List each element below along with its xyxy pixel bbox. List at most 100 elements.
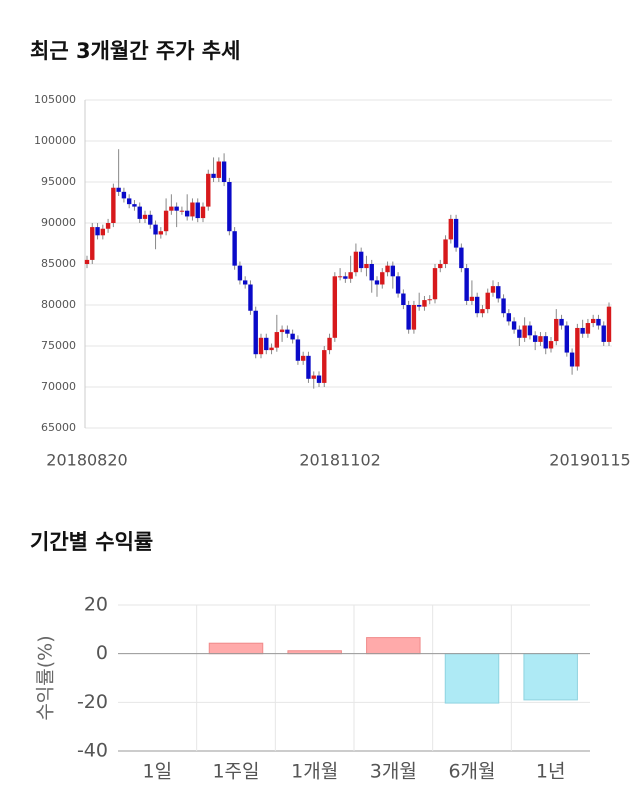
candle-body xyxy=(432,268,438,300)
candle-body xyxy=(401,293,406,305)
candle-body xyxy=(332,276,338,338)
candle-body xyxy=(575,327,580,367)
candle-body xyxy=(95,227,100,236)
candle-body xyxy=(585,323,591,334)
candle-body xyxy=(427,299,432,301)
x-tick-label: 3개월 xyxy=(370,761,417,783)
candle-body xyxy=(253,310,258,355)
x-tick-label: 1일 xyxy=(143,761,173,783)
candle-body xyxy=(506,313,512,322)
candle-body xyxy=(116,187,121,192)
candle-body xyxy=(358,251,364,269)
candle-body xyxy=(285,329,290,334)
candle-body xyxy=(596,318,601,326)
candle-body xyxy=(221,161,227,182)
candle-body xyxy=(206,173,211,207)
candle-body xyxy=(137,206,142,219)
candle-body xyxy=(353,251,359,273)
candle-body xyxy=(100,228,106,236)
candle-body xyxy=(227,182,232,232)
candle-body xyxy=(480,309,485,314)
x-tick-label: 1개월 xyxy=(291,761,338,783)
y-tick-label: 75000 xyxy=(41,339,76,352)
y-tick-label: 80000 xyxy=(41,298,76,311)
y-tick-label: 95000 xyxy=(41,175,76,188)
candle-body xyxy=(311,375,316,379)
candle-body xyxy=(448,218,454,240)
candle-body xyxy=(337,276,343,278)
candle-body xyxy=(258,337,264,355)
candle-body xyxy=(501,298,506,314)
candle-body xyxy=(190,202,195,217)
candle-body xyxy=(469,296,475,301)
candle-body xyxy=(111,187,116,223)
candle-body xyxy=(132,204,137,207)
candle-body xyxy=(195,202,200,219)
candle-body xyxy=(406,305,411,330)
candle-body xyxy=(348,272,353,279)
candle-body xyxy=(590,318,596,324)
candle-body xyxy=(443,239,448,264)
candle-body xyxy=(416,305,422,307)
candle-body xyxy=(269,347,274,351)
candle-body xyxy=(496,286,501,299)
chart-title: 최근 3개월간 주가 추세 xyxy=(30,39,240,63)
candle-body xyxy=(527,325,533,336)
candle-body xyxy=(422,300,427,307)
candle-body xyxy=(548,341,554,349)
candle-body xyxy=(200,206,206,219)
candle-body xyxy=(374,280,380,285)
candle-body xyxy=(84,259,90,264)
x-tick-label: 6개월 xyxy=(448,761,495,783)
y-tick-label: -40 xyxy=(77,740,108,762)
candle-body xyxy=(169,206,174,211)
bar xyxy=(366,637,421,655)
candle-body xyxy=(343,276,348,279)
candle-body xyxy=(274,332,280,348)
x-tick-label: 1년 xyxy=(536,761,566,783)
candle-body xyxy=(543,336,548,349)
y-tick-label: -20 xyxy=(77,691,108,713)
candle-body xyxy=(242,280,248,285)
candle-body xyxy=(522,325,527,338)
candle-body xyxy=(211,173,216,178)
candle-body xyxy=(163,210,169,232)
candle-body xyxy=(237,265,243,281)
candle-body xyxy=(179,210,185,212)
candle-body xyxy=(300,355,306,361)
candle-body xyxy=(306,355,311,379)
y-tick-label: 100000 xyxy=(34,134,76,147)
candle-body xyxy=(464,268,469,301)
y-tick-label: 105000 xyxy=(34,93,76,106)
candle-body xyxy=(369,264,374,281)
candle-body xyxy=(385,265,390,273)
candle-body xyxy=(216,161,222,178)
candle-body xyxy=(279,329,285,333)
y-tick-label: 70000 xyxy=(41,380,76,393)
candle-body xyxy=(474,296,480,314)
y-axis-label: 수익률(%) xyxy=(35,635,57,720)
bar xyxy=(523,653,578,701)
candle-body xyxy=(126,198,132,205)
y-tick-label: 65000 xyxy=(41,421,76,434)
y-tick-label: 85000 xyxy=(41,257,76,270)
y-tick-label: 20 xyxy=(84,594,108,616)
candle-body xyxy=(395,276,401,294)
x-tick-label: 20180820 xyxy=(46,451,127,470)
candle-body xyxy=(411,305,417,330)
candle-body xyxy=(569,352,575,367)
x-tick-label: 1주일 xyxy=(212,761,259,783)
candle-body xyxy=(511,321,517,330)
candle-body xyxy=(121,191,127,199)
y-tick-label: 90000 xyxy=(41,216,76,229)
candle-body xyxy=(232,231,237,266)
candle-body xyxy=(554,318,559,342)
candle-body xyxy=(559,318,564,326)
candle-body xyxy=(459,247,464,269)
candle-body xyxy=(485,292,490,310)
bar xyxy=(208,642,264,655)
bar xyxy=(444,653,500,704)
candle-body xyxy=(90,227,95,260)
candle-body xyxy=(327,337,332,351)
